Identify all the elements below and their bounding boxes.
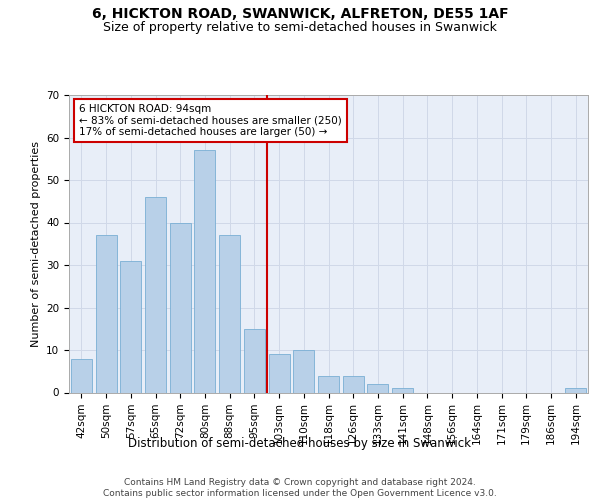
- Bar: [170, 222, 191, 392]
- Bar: [120, 261, 141, 392]
- Text: 6, HICKTON ROAD, SWANWICK, ALFRETON, DE55 1AF: 6, HICKTON ROAD, SWANWICK, ALFRETON, DE5…: [92, 8, 508, 22]
- Text: Size of property relative to semi-detached houses in Swanwick: Size of property relative to semi-detach…: [103, 21, 497, 34]
- Bar: [367, 384, 388, 392]
- Y-axis label: Number of semi-detached properties: Number of semi-detached properties: [31, 141, 41, 347]
- Bar: [293, 350, 314, 393]
- Text: Contains HM Land Registry data © Crown copyright and database right 2024.
Contai: Contains HM Land Registry data © Crown c…: [103, 478, 497, 498]
- Bar: [71, 358, 92, 392]
- Bar: [269, 354, 290, 393]
- Bar: [392, 388, 413, 392]
- Bar: [95, 236, 116, 392]
- Text: 6 HICKTON ROAD: 94sqm
← 83% of semi-detached houses are smaller (250)
17% of sem: 6 HICKTON ROAD: 94sqm ← 83% of semi-deta…: [79, 104, 342, 137]
- Bar: [343, 376, 364, 392]
- Bar: [145, 197, 166, 392]
- Bar: [565, 388, 586, 392]
- Bar: [194, 150, 215, 392]
- Bar: [244, 329, 265, 392]
- Bar: [318, 376, 339, 392]
- Bar: [219, 236, 240, 392]
- Text: Distribution of semi-detached houses by size in Swanwick: Distribution of semi-detached houses by …: [128, 438, 472, 450]
